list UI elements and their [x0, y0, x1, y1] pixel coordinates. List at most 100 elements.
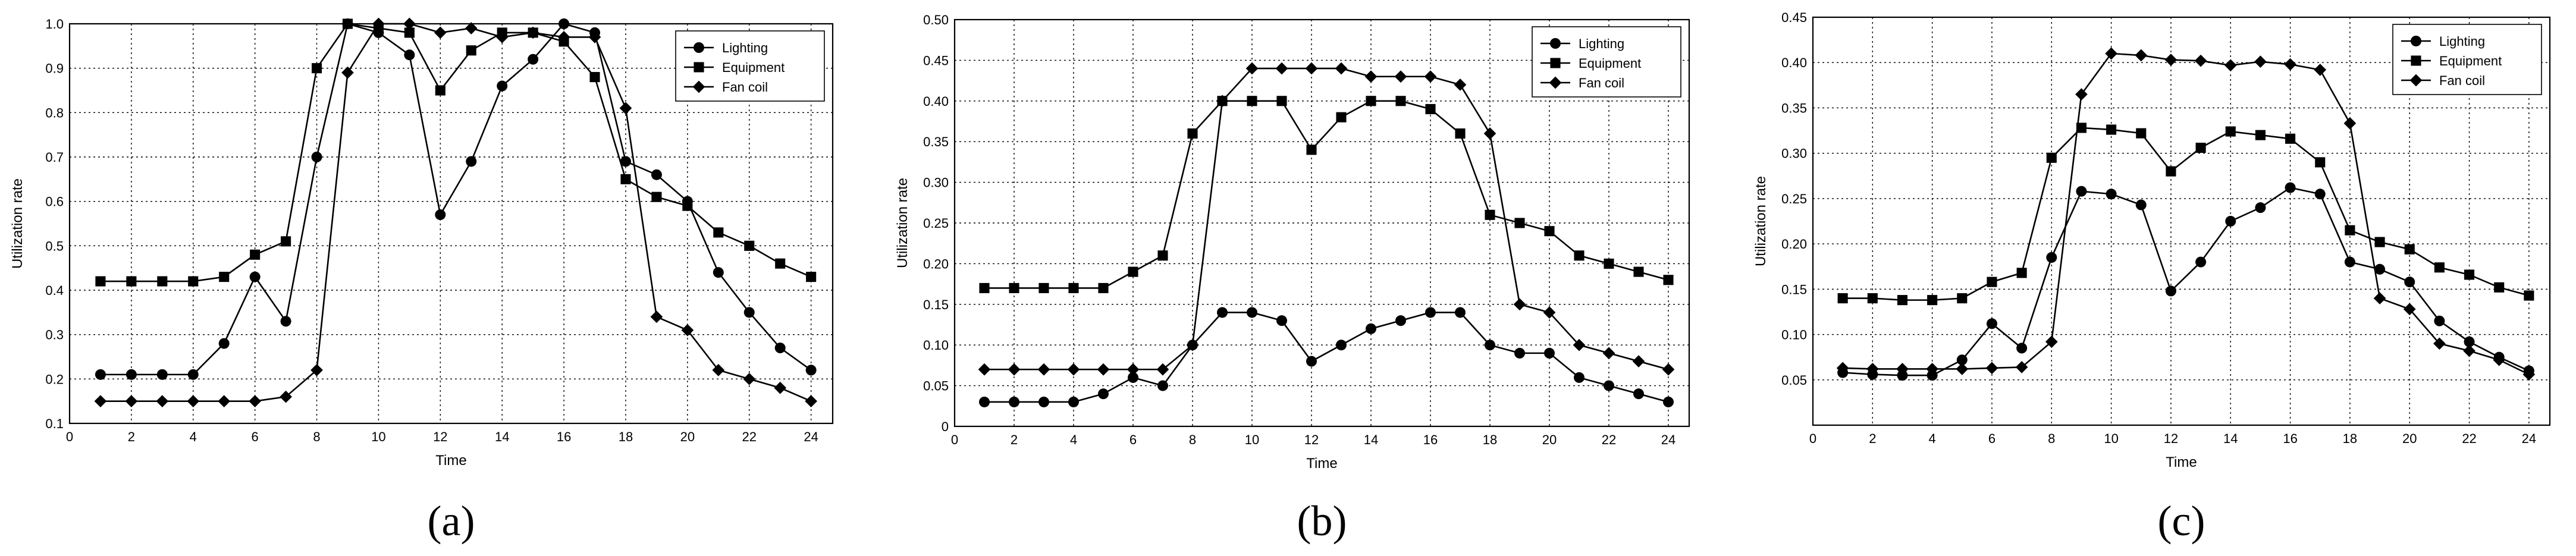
data-point-fan-coil	[1067, 363, 1080, 376]
y-tick-label: 0	[942, 419, 949, 434]
data-point-equipment	[2315, 157, 2326, 168]
legend-item-fan-coil: Fan coil	[2401, 73, 2485, 88]
data-point-fan-coil	[2254, 55, 2267, 68]
data-point-fan-coil	[1926, 363, 1938, 375]
legend-label-equipment: Equipment	[2439, 54, 2502, 68]
data-point-fan-coil	[403, 17, 416, 30]
data-point-fan-coil	[2194, 54, 2207, 67]
legend-item-lighting: Lighting	[2401, 34, 2485, 49]
data-point-lighting	[1068, 396, 1079, 407]
data-point-equipment	[188, 276, 199, 287]
x-tick-label: 8	[313, 429, 320, 444]
data-point-equipment	[2106, 124, 2117, 135]
data-point-fan-coil	[2343, 117, 2357, 130]
data-point-lighting	[1633, 388, 1644, 400]
data-point-fan-coil	[2284, 58, 2296, 71]
data-point-lighting	[2076, 186, 2087, 197]
chart-panel-b: 0 2 4 6 8 10 12 14 16 18 20 22 24 00.050.100.150.200…	[895, 12, 1690, 545]
data-point-lighting	[311, 152, 322, 162]
data-point-equipment	[1128, 266, 1138, 277]
data-point-lighting	[2255, 202, 2266, 213]
data-point-fan-coil	[1275, 62, 1288, 75]
x-tick-label: 12	[2164, 431, 2178, 446]
data-point-fan-coil	[1483, 127, 1496, 140]
y-tick-label: 0.25	[923, 216, 949, 231]
legend-item-fan-coil: Fan coil	[684, 80, 768, 95]
data-point-fan-coil	[1424, 70, 1437, 83]
data-point-equipment	[1514, 218, 1525, 228]
data-point-fan-coil	[588, 31, 601, 43]
legend-label-fan-coil: Fan coil	[1579, 76, 1624, 90]
legend: Lighting Equipment Fan coil	[2392, 24, 2542, 95]
x-tick-label: 2	[128, 429, 135, 444]
x-tick-label: 10	[1245, 432, 1259, 447]
data-point-lighting	[2344, 256, 2355, 268]
data-point-lighting	[125, 369, 137, 380]
legend: Lighting Equipment Fan coil	[1532, 26, 1681, 98]
data-point-fan-coil	[2045, 335, 2058, 348]
data-point-lighting	[1009, 396, 1019, 407]
y-tick-labels: 0.1 0.2 0.3 0.4 0.5 0.6 0.7 0.8 0.9 1.0	[45, 17, 64, 431]
y-tick-label: 0.35	[923, 134, 949, 149]
data-point-equipment	[2136, 128, 2147, 139]
x-tick-label: 10	[371, 429, 385, 444]
data-point-fan-coil	[557, 31, 570, 43]
series-line-lighting	[100, 23, 812, 376]
data-point-equipment	[651, 191, 662, 202]
data-point-lighting	[2404, 277, 2415, 288]
data-point-equipment	[1038, 282, 1049, 293]
data-point-fan-coil	[156, 395, 169, 408]
data-point-equipment	[466, 45, 476, 56]
y-tick-label: 0.10	[923, 338, 949, 353]
data-point-fan-coil	[1602, 347, 1615, 360]
data-point-equipment	[1276, 96, 1287, 106]
x-tick-label: 4	[190, 429, 197, 444]
data-point-fan-coil	[2463, 344, 2475, 357]
x-tick-label: 20	[2402, 431, 2417, 446]
legend-marker	[694, 42, 704, 53]
data-point-lighting	[2374, 263, 2386, 275]
data-point-equipment	[1366, 96, 1376, 106]
data-point-lighting	[2135, 199, 2147, 211]
data-point-fan-coil	[1454, 78, 1467, 91]
data-point-lighting	[1544, 347, 1555, 359]
data-point-fan-coil	[2314, 64, 2327, 76]
y-tick-label: 0.45	[923, 53, 949, 68]
data-point-fan-coil	[650, 310, 663, 323]
data-point-fan-coil	[1896, 363, 1909, 375]
data-point-equipment	[1455, 128, 1466, 139]
y-tick-label: 0.3	[45, 328, 64, 343]
data-point-lighting	[497, 80, 508, 92]
data-point-fan-coil	[1866, 363, 1879, 375]
x-tick-label: 12	[1304, 432, 1319, 447]
y-tick-label: 0.25	[1781, 191, 1807, 206]
plot-frame	[1812, 16, 2551, 426]
data-point-equipment	[1247, 96, 1257, 106]
y-tick-label: 0.5	[45, 238, 64, 253]
data-point-equipment	[311, 63, 322, 74]
legend-item-equipment: Equipment	[2401, 54, 2502, 68]
data-point-equipment	[1068, 282, 1079, 293]
data-point-lighting	[1425, 307, 1436, 318]
legend-item-lighting: Lighting	[684, 40, 768, 55]
legend-marker	[694, 62, 704, 73]
series-line-fan-coil	[1843, 52, 2530, 375]
data-point-fan-coil	[2224, 59, 2237, 72]
plot-frame	[953, 18, 1690, 428]
data-point-equipment	[1425, 103, 1436, 115]
data-point-equipment	[1336, 112, 1347, 122]
y-tick-label: 0.05	[1781, 373, 1807, 388]
data-point-lighting	[466, 156, 477, 167]
y-tick-label: 0.9	[45, 61, 64, 76]
x-tick-label: 16	[1423, 432, 1438, 447]
data-point-lighting	[1986, 318, 1997, 329]
data-point-lighting	[1455, 307, 1466, 318]
x-tick-label: 4	[1929, 431, 1936, 446]
data-point-equipment	[775, 258, 786, 269]
data-point-equipment	[157, 276, 168, 287]
data-point-equipment	[744, 240, 755, 251]
data-point-equipment	[1009, 282, 1019, 293]
data-point-equipment	[95, 276, 106, 287]
data-point-equipment	[1485, 209, 1495, 220]
x-tick-label: 0	[66, 429, 73, 444]
